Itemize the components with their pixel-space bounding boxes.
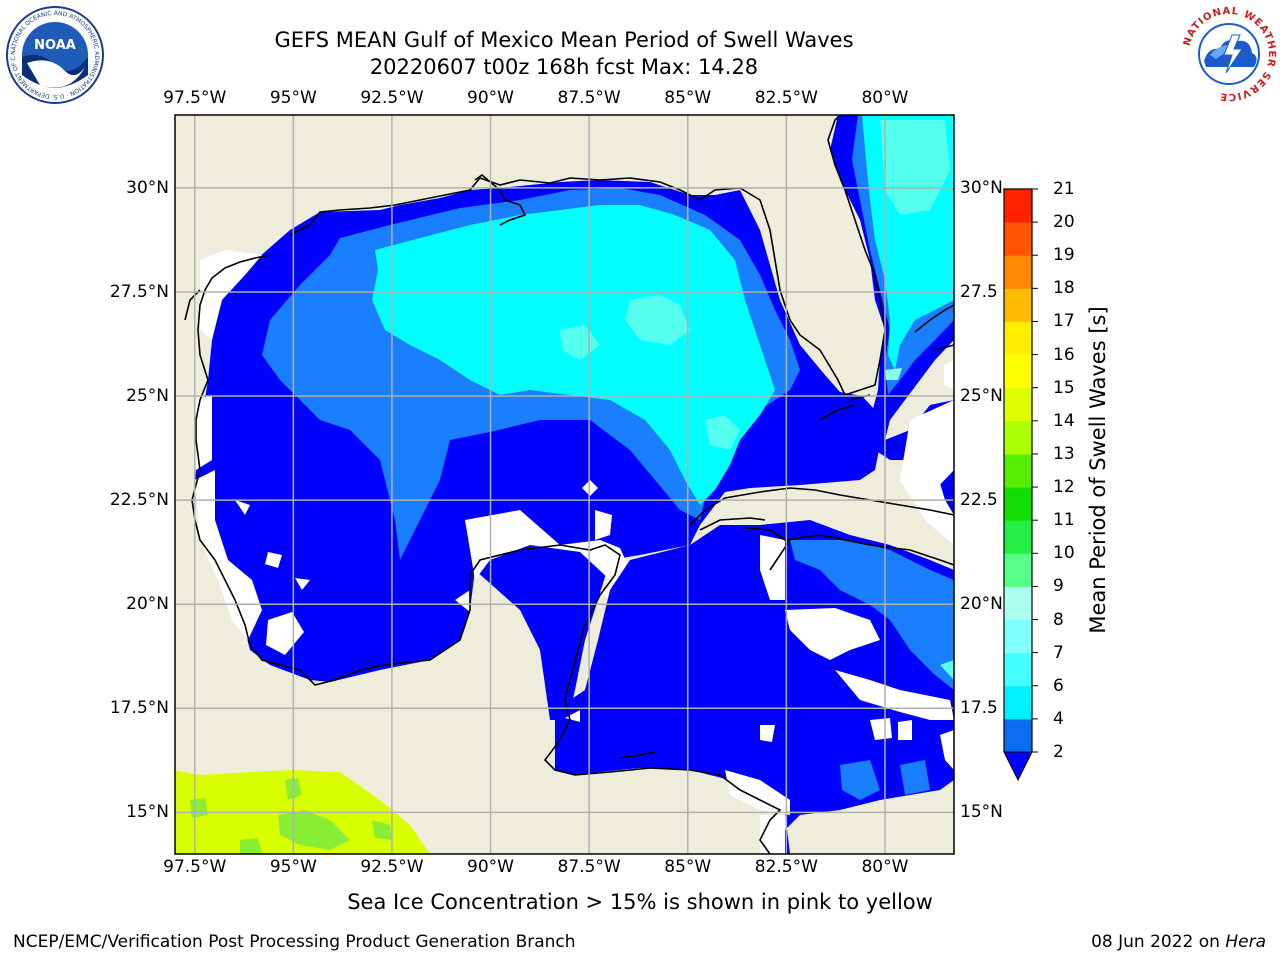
colorbar-segment — [1004, 553, 1032, 587]
colorbar-tick-label: 21 — [1053, 179, 1075, 199]
colorbar-tick-label: 2 — [1053, 742, 1064, 762]
colorbar-tick-label: 10 — [1053, 543, 1075, 564]
colorbar-segment — [1004, 354, 1032, 389]
lat-label-left: 17.5°N — [109, 698, 169, 719]
lat-label-right: 15°N — [960, 802, 1003, 823]
lat-label-left: 15°N — [126, 802, 169, 823]
colorbar-label: Mean Period of Swell Waves [s] — [1086, 306, 1110, 634]
nws-logo: NATIONAL WEATHER SERVICE — [1182, 6, 1276, 102]
footer-host: Hera — [1225, 932, 1266, 952]
colorbar-tick-label: 19 — [1053, 245, 1075, 266]
lat-label-left: 30°N — [126, 177, 169, 198]
colorbar-frame — [1003, 188, 1033, 752]
lat-label-left: 22.5°N — [109, 490, 169, 511]
coastline — [184, 115, 954, 854]
lon-label-bottom: 87.5°W — [557, 857, 621, 877]
gulf-field-c7c — [560, 325, 600, 360]
colorbar-tick-label: 4 — [1053, 708, 1064, 729]
colorbar-tick-label: 13 — [1053, 443, 1075, 464]
lon-label-top: 90°W — [467, 88, 515, 108]
lon-label-top: 92.5°W — [360, 88, 424, 108]
gulf-field-c7 — [625, 295, 690, 345]
map-frame — [174, 114, 955, 855]
lon-label-top: 97.5°W — [163, 88, 227, 108]
colorbar-segment — [1004, 189, 1032, 223]
footer-date-text: 08 Jun 2022 on — [1091, 932, 1226, 952]
lon-label-bottom: 80°W — [861, 857, 909, 877]
colorbar-tick-label: 16 — [1053, 344, 1075, 365]
colorbar-segment — [1004, 619, 1032, 654]
colorbar-segment — [1004, 487, 1032, 521]
lat-label-right: 30°N — [960, 177, 1003, 198]
colorbar-segment — [1004, 520, 1032, 554]
colorbar-segment — [1004, 420, 1032, 455]
colorbar-tick-label: 11 — [1053, 510, 1075, 531]
lat-label-left: 20°N — [126, 594, 169, 615]
lon-label-bottom: 92.5°W — [360, 857, 424, 877]
lon-label-top: 80°W — [861, 88, 909, 108]
gridlines — [175, 115, 954, 854]
colorbar-tick-label: 14 — [1053, 410, 1075, 431]
chart-subtitle: 20220607 t00z 168h fcst Max: 14.28 — [369, 55, 759, 79]
carib-field-c4 — [790, 540, 954, 690]
colorbar-tick-label: 12 — [1053, 477, 1075, 498]
colorbar-tick-label: 6 — [1053, 675, 1064, 696]
colorbar-segment — [1004, 685, 1032, 720]
gulf-field-c7b — [705, 415, 740, 450]
lat-label-right: 27.5 — [960, 281, 998, 302]
lon-label-bottom: 97.5°W — [163, 857, 227, 877]
lat-label-left: 25°N — [126, 386, 169, 407]
colorbar-extend-triangle — [1003, 751, 1033, 782]
lat-label-right: 20°N — [960, 594, 1003, 615]
chart-title: GEFS MEAN Gulf of Mexico Mean Period of … — [274, 28, 854, 52]
pacific-field-green5 — [240, 838, 262, 854]
lat-label-right: 17.5 — [960, 698, 998, 719]
lon-label-top: 85°W — [664, 88, 712, 108]
noaa-wordmark: NOAA — [34, 38, 76, 53]
lon-label-top: 87.5°W — [557, 88, 621, 108]
lon-label-bottom: 82.5°W — [754, 857, 818, 877]
carib-field-c4c — [900, 760, 930, 795]
pacific-field-green4 — [190, 798, 208, 818]
lat-label-right: 25°N — [960, 386, 1003, 407]
colorbar-segment — [1004, 586, 1032, 621]
colorbar-segment — [1004, 718, 1032, 753]
colorbar-tick-label: 18 — [1053, 278, 1075, 299]
colorbar-tick-label: 15 — [1053, 377, 1075, 398]
lon-label-bottom: 90°W — [467, 857, 515, 877]
colorbar — [1003, 188, 1038, 782]
colorbar-segment — [1004, 255, 1032, 289]
lon-label-bottom: 85°W — [664, 857, 712, 877]
colorbar-tick-label: 7 — [1053, 642, 1064, 663]
colorbar-segment — [1004, 652, 1032, 687]
pacific-field-green3 — [372, 820, 392, 840]
carib-field-c7 — [940, 660, 954, 680]
atl-field-c8 — [885, 368, 902, 380]
noaa-logo: NATIONAL OCEANIC AND ATMOSPHERIC ADMINIS… — [5, 5, 104, 104]
colorbar-tick-label: 17 — [1053, 311, 1075, 332]
colorbar-segment — [1004, 222, 1032, 256]
footer-date: 08 Jun 2022 on Hera — [1091, 932, 1266, 952]
pacific-field-green1 — [278, 810, 350, 850]
footer-credit: NCEP/EMC/Verification Post Processing Pr… — [13, 932, 576, 952]
colorbar-tick-label: 8 — [1053, 609, 1064, 630]
carib-field-c4b — [840, 760, 880, 800]
atl-field-c7 — [880, 120, 950, 215]
lat-label-right: 22.5 — [960, 490, 998, 511]
lon-label-top: 95°W — [269, 88, 317, 108]
lat-label-left: 27.5°N — [109, 281, 169, 302]
colorbar-segment — [1004, 288, 1032, 322]
colorbar-segment — [1004, 387, 1032, 422]
colorbar-segment — [1004, 453, 1032, 488]
colorbar-tick-label: 9 — [1053, 576, 1064, 597]
colorbar-tick-label: 20 — [1053, 212, 1075, 233]
colorbar-segment — [1004, 321, 1032, 356]
lon-label-bottom: 95°W — [269, 857, 317, 877]
lon-label-top: 82.5°W — [754, 88, 818, 108]
